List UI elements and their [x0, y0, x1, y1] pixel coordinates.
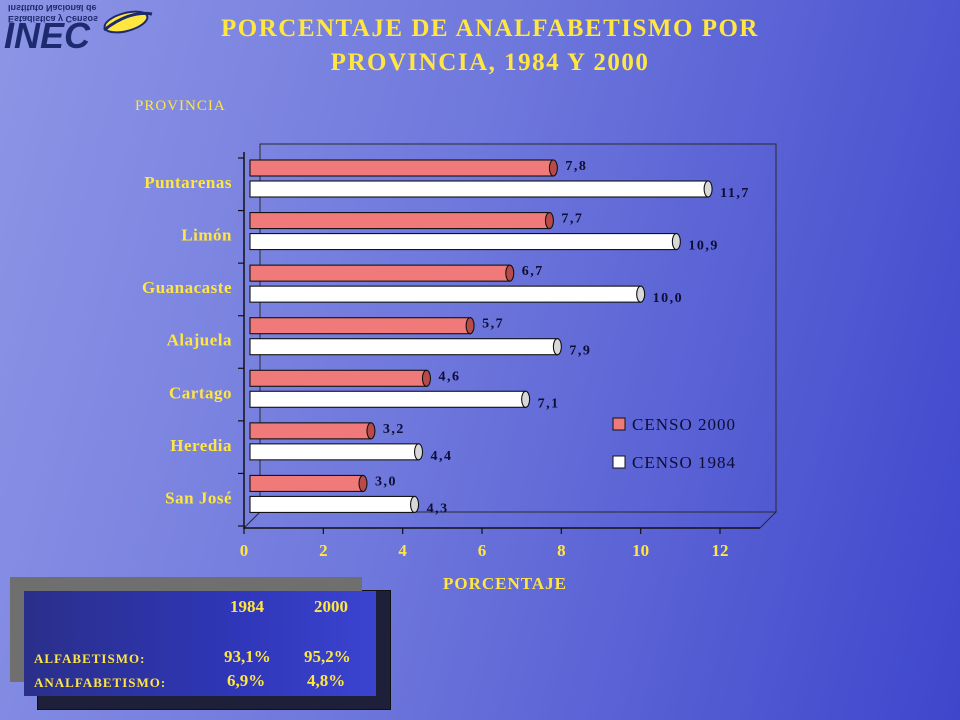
bar-1984-body	[249, 233, 677, 251]
bar-2000-body	[249, 264, 511, 282]
bar-1984-body	[249, 495, 416, 513]
x-axis-title: PORCENTAJE	[443, 574, 567, 593]
x-tick-label: 4	[398, 541, 407, 560]
bar-2000-cap	[548, 159, 558, 177]
bar-1984	[249, 285, 646, 303]
stats-row-alfabetismo-label: ALFABETISMO:	[34, 651, 146, 666]
bar-2000-cap	[366, 422, 376, 440]
legend-label: CENSO 2000	[632, 415, 736, 434]
bar-1984	[249, 338, 562, 356]
chart-bars	[249, 159, 713, 513]
bar-1984	[249, 390, 531, 408]
bar-2000	[249, 212, 554, 230]
data-label: 3,0	[375, 474, 397, 489]
stats-table: 1984 2000 ALFABETISMO: 93,1% 95,2% ANALF…	[24, 591, 376, 696]
bar-2000	[249, 369, 432, 387]
bar-1984-body	[249, 390, 527, 408]
bar-2000	[249, 264, 515, 282]
bar-1984-body	[249, 180, 709, 198]
x-tick-label: 0	[240, 541, 249, 560]
bar-1984	[249, 495, 420, 513]
bar-2000-body	[249, 212, 550, 230]
data-label: 4,6	[438, 369, 460, 384]
legend-swatch	[612, 455, 626, 469]
data-label: 7,1	[538, 396, 560, 411]
category-label: Cartago	[169, 383, 232, 402]
bar-2000-cap	[505, 264, 515, 282]
legend-swatch	[612, 417, 626, 431]
bar-1984	[249, 443, 424, 461]
bar-2000-body	[249, 317, 471, 335]
chart-floor	[242, 511, 778, 529]
bar-1984-cap	[413, 443, 424, 461]
data-label: 10,9	[688, 239, 719, 254]
category-label: Puntarenas	[144, 173, 232, 192]
stats-analfabetismo-2000: 4,8%	[307, 671, 346, 690]
stats-analfabetismo-1984: 6,9%	[227, 671, 266, 690]
title-line-1: PORCENTAJE DE ANALFABETISMO POR	[221, 15, 759, 42]
x-tick-label: 6	[478, 541, 487, 560]
data-label: 7,8	[565, 159, 587, 174]
data-label: 4,4	[431, 449, 453, 464]
x-tick-label: 12	[712, 541, 729, 560]
bar-2000-body	[249, 369, 428, 387]
chart-frame	[238, 143, 778, 534]
stats-alfabetismo-2000: 95,2%	[304, 647, 351, 666]
y-axis-title: PROVINCIA	[135, 98, 226, 114]
bar-1984-body	[249, 285, 642, 303]
data-label: 7,7	[561, 212, 583, 227]
data-label: 3,2	[383, 422, 405, 437]
bar-2000-cap	[421, 369, 432, 387]
legend-label: CENSO 1984	[632, 453, 736, 472]
bar-2000-cap	[544, 212, 554, 230]
bar-2000-cap	[465, 317, 475, 335]
chart-text: 0 2 4 6 8 10 12 PROVINCIA PORCENTAJE Puntarenas 7,…	[135, 98, 750, 593]
bar-1984-cap	[521, 390, 531, 408]
bar-2000	[249, 159, 558, 177]
bar-2000-body	[249, 159, 554, 177]
bar-2000-body	[249, 474, 364, 492]
category-label: Limón	[181, 226, 232, 245]
stats-col-2000: 2000	[314, 597, 348, 616]
category-label: San José	[165, 488, 232, 507]
stats-col-1984: 1984	[230, 597, 264, 616]
bar-1984	[249, 233, 681, 251]
bar-1984-cap	[671, 233, 681, 251]
bar-2000-body	[249, 422, 372, 440]
bar-1984-cap	[703, 180, 713, 198]
chart-title: PORCENTAJE DE ANALFABETISMO POR PROVINCI…	[190, 12, 790, 80]
category-label: Heredia	[170, 436, 232, 455]
x-tick-label: 8	[557, 541, 566, 560]
bar-2000	[249, 474, 368, 492]
title-line-2: PROVINCIA, 1984 Y 2000	[330, 49, 650, 76]
category-label: Guanacaste	[142, 278, 232, 297]
bar-1984	[249, 180, 713, 198]
bar-1984-body	[249, 338, 558, 356]
bar-1984-body	[249, 443, 420, 461]
bar-1984-cap	[636, 285, 646, 303]
x-tick-label: 10	[632, 541, 649, 560]
data-label: 11,7	[720, 186, 750, 201]
chart-legend: CENSO 2000 CENSO 1984	[612, 415, 736, 472]
stats-row-analfabetismo-label: ANALFABETISMO:	[34, 675, 167, 690]
stats-alfabetismo-1984: 93,1%	[224, 647, 271, 666]
data-label: 4,3	[427, 501, 449, 516]
data-label: 5,7	[482, 317, 504, 332]
data-label: 10,0	[653, 291, 684, 306]
x-tick-label: 2	[319, 541, 328, 560]
bar-1984-cap	[552, 338, 562, 356]
bar-2000-cap	[358, 474, 368, 492]
bar-1984-cap	[410, 495, 420, 513]
data-label: 6,7	[522, 264, 544, 279]
inec-logo: INEC	[4, 10, 153, 56]
logo-text: INEC	[4, 15, 91, 56]
category-label: Alajuela	[167, 331, 232, 350]
data-label: 7,9	[569, 344, 591, 359]
bar-2000	[249, 422, 376, 440]
bar-2000	[249, 317, 475, 335]
